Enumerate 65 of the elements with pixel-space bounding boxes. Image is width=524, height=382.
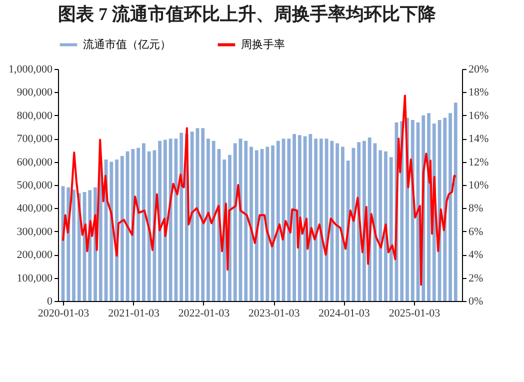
y2-tick-label: 10%	[468, 180, 489, 192]
legend-label: 流通市值（亿元）	[83, 38, 171, 51]
y2-tick-label: 14%	[468, 133, 489, 146]
y2-tick-label: 8%	[468, 202, 484, 215]
bar	[389, 157, 393, 301]
y2-tick-label: 12%	[468, 156, 489, 168]
y-tick-label: 200,000	[16, 249, 53, 262]
bar	[454, 102, 458, 301]
y-tick-label: 500,000	[16, 180, 53, 192]
y2-tick-label: 4%	[468, 249, 484, 262]
y-tick-label: 300,000	[16, 226, 53, 238]
bar	[158, 140, 162, 301]
bar	[164, 140, 167, 301]
y2-tick-label: 20%	[468, 64, 489, 76]
y-tick-label: 700,000	[16, 133, 53, 146]
x-tick-label: 2024-01-03	[318, 308, 370, 320]
bar	[120, 156, 124, 301]
bar	[341, 146, 344, 301]
y-tick-label: 1,000,000	[8, 64, 53, 76]
bar	[276, 140, 280, 301]
bar	[190, 132, 194, 301]
bar	[448, 113, 452, 301]
bar	[136, 148, 140, 301]
y2-tick-label: 0%	[468, 296, 484, 308]
bar	[180, 132, 184, 301]
bar	[308, 134, 312, 301]
x-tick-label: 2021-01-03	[108, 308, 160, 320]
bar	[319, 138, 323, 301]
bar	[201, 128, 205, 301]
y-tick-label: 400,000	[16, 202, 53, 215]
y-tick-label: 900,000	[16, 86, 53, 99]
bar	[287, 138, 291, 301]
bar	[254, 150, 258, 301]
bar	[384, 151, 388, 301]
bar	[72, 190, 76, 301]
y-tick-label: 0	[47, 296, 53, 308]
bar	[271, 146, 274, 301]
bar	[314, 138, 318, 301]
bar	[168, 138, 172, 301]
x-tick-label: 2023-01-03	[248, 308, 300, 320]
bar	[378, 150, 382, 301]
bar	[443, 118, 447, 301]
line-series	[62, 94, 457, 286]
y2-tick-label: 16%	[468, 110, 489, 122]
x-tick-label: 2025-01-03	[388, 308, 441, 320]
bar	[292, 134, 296, 301]
y2-tick-label: 18%	[468, 86, 489, 99]
x-tick-label: 2022-01-03	[178, 308, 230, 320]
legend-label: 周换手率	[241, 38, 285, 51]
bar	[250, 146, 253, 301]
bar	[110, 162, 114, 301]
bar	[206, 138, 210, 301]
bar	[336, 143, 340, 301]
bar	[142, 143, 146, 301]
bar	[266, 146, 270, 301]
bar	[212, 140, 216, 301]
bar	[244, 140, 248, 301]
y2-tick-label: 2%	[468, 272, 484, 284]
bar	[233, 143, 237, 301]
y2-tick-label: 6%	[468, 226, 484, 238]
y-tick-label: 100,000	[16, 272, 53, 284]
y-tick-label: 800,000	[16, 110, 53, 122]
x-tick-label: 2020-01-03	[38, 308, 90, 320]
chart-title: 图表 7 流通市值环比上升、周换手率均环比下降	[58, 4, 437, 24]
y-tick-label: 600,000	[16, 156, 53, 168]
